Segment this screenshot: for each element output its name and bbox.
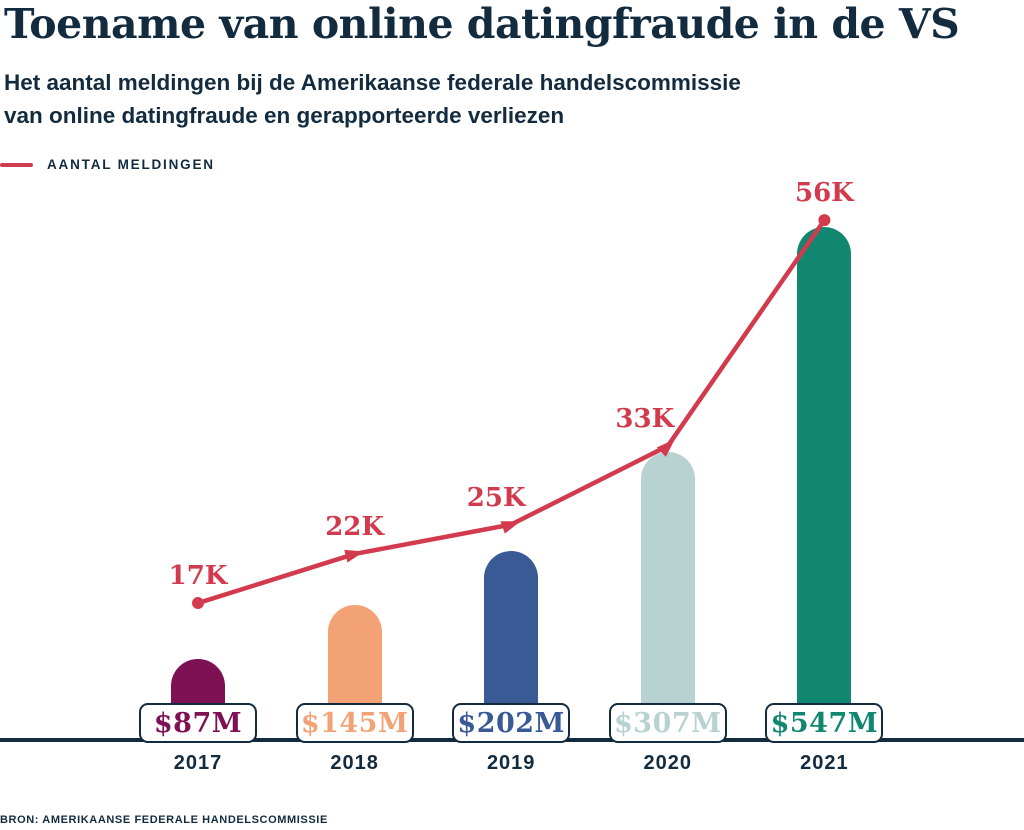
line-value-label-22k: 22K (325, 511, 384, 542)
value-badge-2020: $307M (608, 703, 727, 743)
value-label-2021: $547M (770, 707, 879, 739)
chart-subtitle: Het aantal meldingen bij de Amerikaanse … (4, 66, 904, 132)
bar-2020 (640, 452, 695, 741)
value-badge-2021: $547M (765, 703, 884, 743)
legend-label: AANTAL MELDINGEN (47, 157, 215, 172)
line-value-label-17k: 17K (168, 561, 228, 592)
axis-label-2021: 2021 (800, 752, 849, 774)
line-arrow-marker-2019 (500, 521, 521, 534)
axis-label-2019: 2019 (486, 752, 536, 774)
page-title: Toename van online datingfraude in de VS (4, 0, 960, 48)
line-point-2021 (818, 214, 831, 227)
axis-label-2020: 2020 (643, 752, 693, 774)
axis-label-2017: 2017 (173, 752, 223, 774)
value-label-2018: $145M (300, 707, 409, 739)
line-value-label-56k: 56K (795, 178, 854, 209)
bar-2021 (797, 226, 852, 741)
subtitle-line-1: Het aantal meldingen bij de Amerikaanse … (4, 70, 741, 95)
value-badge-2019: $202M (452, 703, 571, 743)
reports-line (195, 217, 827, 606)
subtitle-line-2: van online datingfraude en gerapporteerd… (4, 103, 565, 128)
value-badge-2018: $145M (295, 703, 414, 743)
legend: AANTAL MELDINGEN (0, 157, 215, 172)
line-value-label-25k: 25K (466, 482, 526, 513)
value-label-2020: $307M (614, 707, 722, 739)
source-note: BRON: AMERIKAANSE FEDERALE HANDELSCOMMIS… (0, 814, 328, 826)
value-label-2019: $202M (457, 707, 565, 739)
legend-line-icon (0, 162, 33, 167)
value-label-2017: $87M (153, 707, 243, 739)
line-arrow-marker-2018 (344, 549, 365, 563)
line-value-label-33k: 33K (615, 403, 675, 434)
line-point-2017 (192, 597, 204, 610)
axis-label-2018: 2018 (330, 752, 379, 774)
value-badge-2017: $87M (139, 703, 257, 743)
